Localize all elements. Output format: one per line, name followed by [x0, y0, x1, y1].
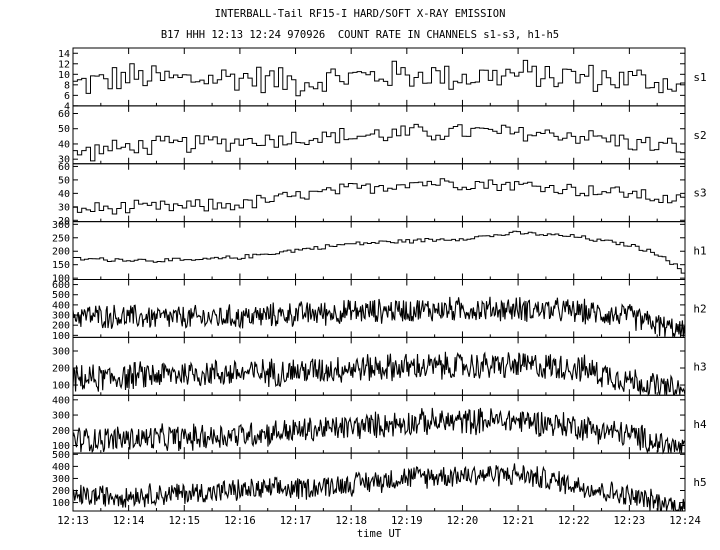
- channel-label-h2: h2: [693, 302, 706, 315]
- y-tick-label: 200: [52, 426, 70, 437]
- y-tick-label: 60: [58, 109, 70, 120]
- x-tick-label: 12:15: [168, 515, 200, 527]
- y-tick-label: 40: [58, 139, 70, 150]
- y-tick-label: 400: [52, 300, 70, 311]
- y-tick-label: 6: [64, 91, 70, 102]
- y-tick-label: 12: [58, 59, 70, 70]
- y-tick-label: 300: [52, 220, 70, 231]
- y-tick-label: 250: [52, 233, 70, 244]
- x-tick-label: 12:19: [391, 515, 423, 527]
- y-tick-label: 100: [52, 498, 70, 509]
- y-tick-label: 600: [52, 280, 70, 291]
- x-tick-label: 12:13: [57, 515, 89, 527]
- x-tick-label: 12:23: [614, 515, 646, 527]
- y-tick-label: 300: [52, 311, 70, 322]
- series-line-s1: [73, 59, 686, 97]
- y-tick-label: 500: [52, 290, 70, 301]
- x-axis-label: time UT: [357, 528, 402, 540]
- y-tick-label: 200: [52, 364, 70, 375]
- y-tick-label: 14: [58, 49, 70, 60]
- series-line-s2: [73, 123, 686, 162]
- channel-label-s1: s1: [693, 71, 706, 84]
- y-tick-label: 300: [52, 411, 70, 422]
- y-tick-label: 400: [52, 462, 70, 473]
- x-tick-label: 12:18: [335, 515, 367, 527]
- y-tick-label: 500: [52, 450, 70, 461]
- y-tick-label: 30: [58, 202, 70, 213]
- y-tick-label: 100: [52, 441, 70, 452]
- y-tick-label: 200: [52, 247, 70, 258]
- series-line-h4: [72, 407, 686, 455]
- x-tick-label: 12:17: [280, 515, 312, 527]
- panel-frame-h1: [72, 221, 686, 280]
- y-tick-label: 400: [52, 395, 70, 406]
- y-tick-label: 100: [52, 381, 70, 392]
- y-tick-label: 200: [52, 321, 70, 332]
- y-tick-label: 200: [52, 486, 70, 497]
- series-line-h2: [72, 296, 686, 337]
- channel-label-s2: s2: [693, 129, 706, 142]
- chart-title: INTERBALL-Tail RF15-I HARD/SOFT X-RAY EM…: [214, 8, 506, 20]
- channel-label-h4: h4: [693, 418, 707, 431]
- y-tick-label: 20: [58, 216, 70, 227]
- y-tick-label: 10: [58, 70, 70, 81]
- series-line-h3: [72, 351, 686, 397]
- series-line-h1: [73, 230, 686, 274]
- x-tick-label: 12:22: [558, 515, 590, 527]
- y-tick-label: 100: [52, 274, 70, 285]
- y-tick-label: 30: [58, 155, 70, 166]
- channel-label-s3: s3: [693, 187, 706, 200]
- y-tick-label: 8: [64, 80, 70, 91]
- series-line-s3: [73, 178, 686, 215]
- y-tick-label: 150: [52, 260, 70, 271]
- series-line-h5: [72, 463, 686, 512]
- y-tick-label: 50: [58, 175, 70, 186]
- y-tick-label: 40: [58, 189, 70, 200]
- x-tick-label: 12:14: [113, 515, 145, 527]
- x-tick-label: 12:16: [224, 515, 256, 527]
- y-tick-label: 60: [58, 162, 70, 173]
- x-tick-label: 12:24: [669, 515, 701, 527]
- y-tick-label: 50: [58, 124, 70, 135]
- chart-subtitle: B17 HHH 12:13 12:24 970926 COUNT RATE IN…: [160, 29, 560, 41]
- x-tick-label: 12:21: [502, 515, 534, 527]
- x-tick-label: 12:20: [447, 515, 479, 527]
- channel-label-h1: h1: [693, 245, 706, 258]
- y-tick-label: 300: [52, 474, 70, 485]
- y-tick-label: 100: [52, 331, 70, 342]
- channel-label-h3: h3: [693, 360, 706, 373]
- y-tick-label: 4: [64, 101, 70, 112]
- y-tick-label: 300: [52, 346, 70, 357]
- channel-label-h5: h5: [693, 476, 706, 489]
